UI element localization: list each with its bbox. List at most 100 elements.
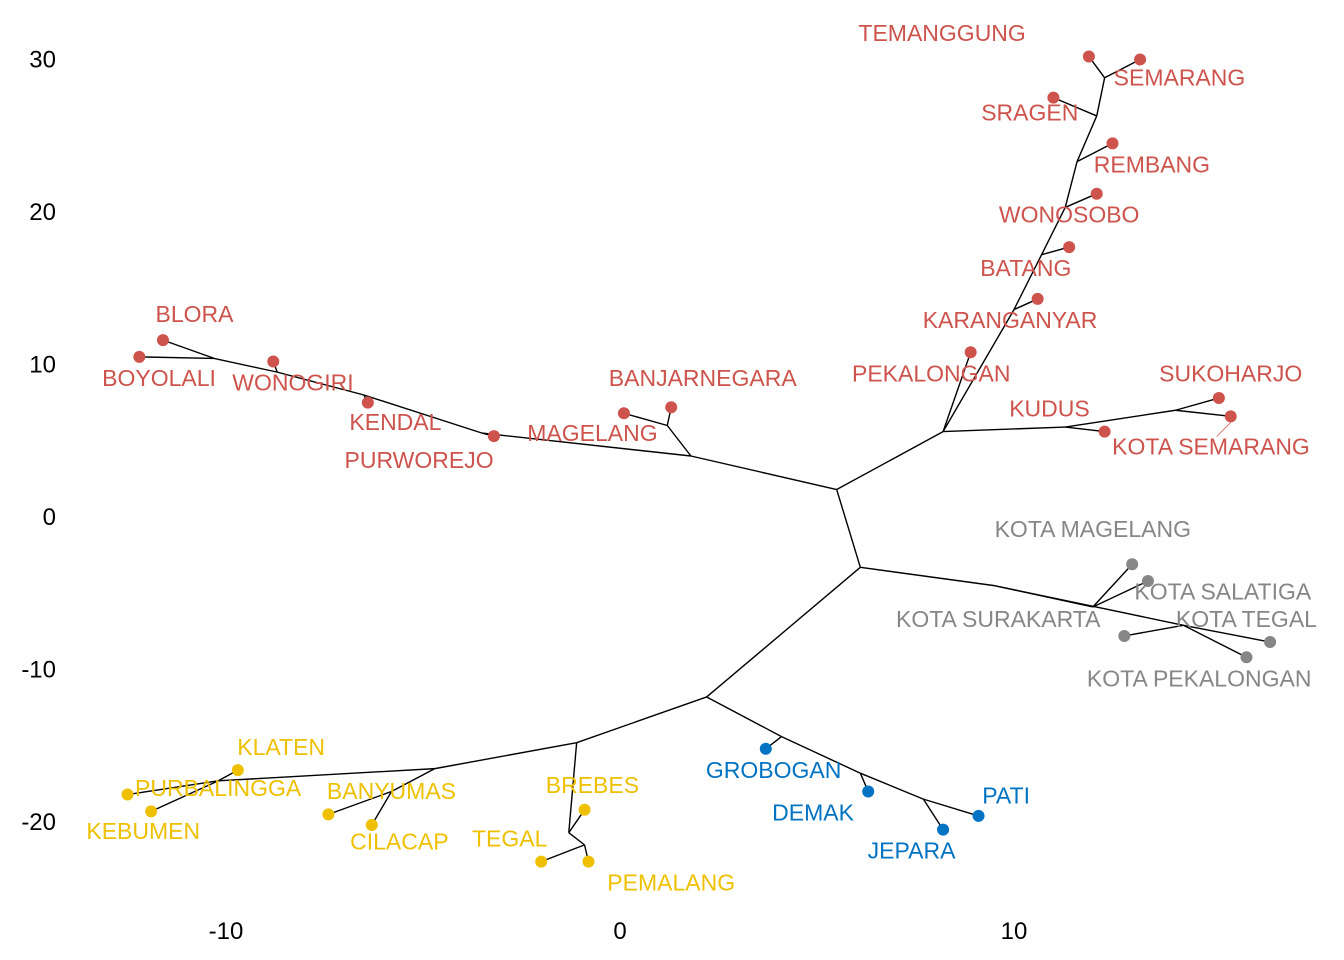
edge-bs-bu bbox=[1076, 115, 1098, 162]
tip-point-purbalingga bbox=[121, 788, 134, 801]
tip-label-kendal: KENDAL bbox=[349, 409, 441, 435]
y-tick-label: -20 bbox=[21, 809, 56, 836]
edge-w-wb bbox=[666, 425, 692, 457]
tip-point-pati bbox=[972, 809, 985, 822]
y-tick-label: 20 bbox=[29, 199, 56, 226]
tip-label-banjarnegara: BANJARNEGARA bbox=[609, 365, 798, 391]
tip-point-klaten bbox=[231, 764, 244, 777]
tip-point-kudus bbox=[1098, 425, 1111, 438]
x-tick-label: 10 bbox=[1001, 918, 1028, 945]
tip-point-sukoharjo bbox=[1212, 392, 1225, 405]
tip-point-brebes bbox=[578, 803, 591, 816]
tip-point-kota-semarang bbox=[1224, 410, 1237, 423]
y-tick-label: 0 bbox=[43, 504, 56, 531]
edge-r-bx bbox=[942, 309, 1015, 432]
tip-point-magelang bbox=[617, 407, 630, 420]
edge-b1-b2 bbox=[781, 735, 861, 774]
tip-label-kota-surakarta: KOTA SURAKARTA bbox=[896, 606, 1101, 632]
edge-root-s bbox=[836, 489, 862, 568]
edge-gt-kota-magelang bbox=[1092, 563, 1133, 608]
tip-point-kota-salatiga bbox=[1141, 575, 1154, 588]
tip-point-tegal bbox=[535, 855, 548, 868]
tip-label-temanggung: TEMANGGUNG bbox=[858, 20, 1025, 46]
tip-point-banyumas bbox=[322, 808, 335, 821]
tip-label-klaten: KLATEN bbox=[237, 734, 325, 760]
tip-label-kota-pekalongan: KOTA PEKALONGAN bbox=[1087, 665, 1312, 691]
tip-point-rembang bbox=[1106, 137, 1119, 150]
tip-label-magelang: MAGELANG bbox=[527, 420, 657, 446]
y-tick-label: 30 bbox=[29, 47, 56, 74]
edge-kr-sukoharjo bbox=[1175, 397, 1220, 411]
tip-point-semarang bbox=[1134, 53, 1147, 66]
edge-yl-yg bbox=[568, 742, 578, 833]
edge-root-r bbox=[836, 430, 944, 491]
x-tick-label: 0 bbox=[613, 918, 626, 945]
edge-kr-kota-semarang bbox=[1175, 409, 1231, 418]
tip-point-blora bbox=[156, 334, 169, 347]
edge-kd-kudus bbox=[1065, 426, 1105, 433]
tip-label-sukoharjo: SUKOHARJO bbox=[1159, 360, 1302, 386]
x-tick-label: -10 bbox=[209, 918, 244, 945]
edge-w-wm bbox=[482, 432, 691, 457]
edge-r-pekalongan bbox=[942, 352, 972, 432]
edge-yt-tegal bbox=[540, 844, 585, 863]
tip-point-sragen bbox=[1047, 91, 1060, 104]
edge-b3-pati bbox=[923, 798, 979, 817]
edge-wo-wl bbox=[214, 357, 278, 373]
edge-wl-boyolali bbox=[139, 356, 215, 360]
tip-point-purworejo bbox=[487, 430, 500, 443]
edge-wm-wk bbox=[363, 394, 483, 434]
edge-yc-banyumas bbox=[328, 790, 392, 816]
edge-yc-cilacap bbox=[371, 791, 393, 826]
tip-point-wonosobo bbox=[1090, 187, 1103, 200]
leader-kota-semarang bbox=[1216, 422, 1231, 437]
tip-label-grobogan: GROBOGAN bbox=[706, 757, 841, 783]
tip-point-demak bbox=[862, 785, 875, 798]
edge-gk-kota-tegal bbox=[1183, 624, 1271, 643]
edge-yk-purbalingga bbox=[127, 780, 219, 796]
edge-bu-sragen bbox=[1053, 96, 1098, 117]
tip-label-semarang: SEMARANG bbox=[1114, 64, 1246, 90]
tip-label-kebumen: KEBUMEN bbox=[86, 818, 200, 844]
y-tick-label: 10 bbox=[29, 352, 56, 379]
tip-point-kota-tegal bbox=[1264, 636, 1277, 649]
edge-gm-gk bbox=[994, 584, 1184, 626]
x-axis-ticks: -10 0 10 bbox=[209, 918, 1028, 945]
edge-ya-yk bbox=[218, 767, 435, 782]
edge-wb-magelang bbox=[623, 412, 668, 427]
edge-kd-kr bbox=[1065, 409, 1176, 428]
tree-edges bbox=[127, 56, 1271, 863]
edge-ya-yc bbox=[391, 768, 436, 793]
tip-label-tegal: TEGAL bbox=[472, 825, 548, 851]
edge-bw-bc bbox=[1040, 207, 1066, 256]
edge-bs-rembang bbox=[1076, 142, 1113, 163]
tip-point-grobogan bbox=[759, 742, 772, 755]
edge-yk-kebumen bbox=[150, 780, 219, 812]
tip-label-cilacap: CILACAP bbox=[350, 828, 448, 854]
edge-gk-kota-pekalongan bbox=[1183, 624, 1247, 658]
tip-point-boyolali bbox=[133, 350, 146, 363]
edge-gk-kota-surakarta bbox=[1124, 624, 1184, 637]
tip-label-purbalingga: PURBALINGGA bbox=[135, 775, 302, 801]
edge-s-y bbox=[706, 566, 861, 698]
tip-label-brebes: BREBES bbox=[546, 772, 639, 798]
tip-label-rembang: REMBANG bbox=[1094, 151, 1210, 177]
tip-point-temanggung bbox=[1082, 50, 1095, 63]
edge-b2-b3 bbox=[860, 772, 924, 800]
edge-bc-bs bbox=[1064, 161, 1078, 208]
y-axis-ticks: -20 -10 0 10 20 30 bbox=[21, 47, 56, 837]
edge-yl-ya bbox=[434, 742, 577, 770]
edge-y-b1 bbox=[706, 696, 782, 738]
tip-labels: TEMANGGUNG SEMARANG SRAGEN REMBANG WONOSOBO B… bbox=[86, 20, 1317, 895]
tip-label-demak: DEMAK bbox=[772, 799, 854, 825]
edge-root-w bbox=[690, 455, 837, 491]
tip-label-blora: BLORA bbox=[155, 301, 234, 327]
edge-s-gm bbox=[860, 566, 995, 587]
tip-point-kota-pekalongan bbox=[1240, 651, 1253, 664]
edge-bx-bw bbox=[1013, 254, 1043, 310]
tip-label-kota-magelang: KOTA MAGELANG bbox=[995, 516, 1191, 542]
tip-points bbox=[121, 50, 1277, 868]
edge-wk-wo bbox=[277, 371, 365, 396]
tip-label-pati: PATI bbox=[982, 783, 1030, 809]
